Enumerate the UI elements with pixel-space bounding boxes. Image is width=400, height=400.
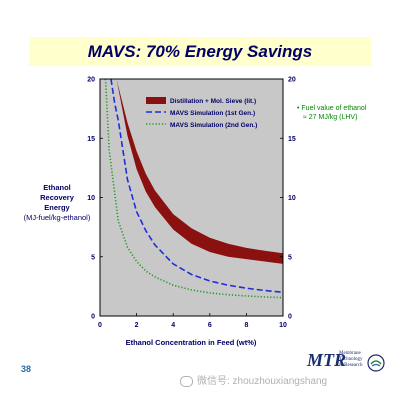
y-tick-label-right: 20 bbox=[288, 77, 296, 84]
watermark: 微信号: zhouzhouxiangshang bbox=[180, 372, 390, 387]
logo-sub-line-1: Membrane bbox=[339, 351, 361, 356]
y-tick-label-right: 5 bbox=[288, 254, 292, 261]
x-tick-label: 6 bbox=[208, 322, 212, 329]
side-note-line-1: • Fuel value of ethanol bbox=[297, 105, 367, 112]
logo-sub-line-2: Technology bbox=[339, 357, 363, 362]
title-banner bbox=[29, 37, 371, 66]
logo-mark: MTR bbox=[307, 350, 347, 370]
legend-label-distillation: Distillation + Mol. Sieve (lit.) bbox=[170, 98, 256, 105]
y-tick-label-right: 10 bbox=[288, 195, 296, 202]
x-tick-label: 4 bbox=[171, 322, 175, 329]
page-number: 38 bbox=[21, 364, 32, 374]
watermark-text: 微信号: zhouzhouxiangshang bbox=[197, 376, 328, 387]
x-tick-label: 8 bbox=[244, 322, 248, 329]
wechat-icon bbox=[180, 375, 193, 387]
y-axis-label-line-3: Energy bbox=[44, 203, 70, 212]
x-tick-label: 10 bbox=[279, 322, 287, 329]
slide-title: MAVS: 70% Energy Savings bbox=[87, 42, 313, 61]
series-mavs-gen2-line bbox=[104, 79, 283, 299]
legend-label-gen2: MAVS Simulation (2nd Gen.) bbox=[170, 122, 257, 129]
y-tick-label-left: 5 bbox=[91, 254, 95, 261]
logo-sub-line-3: & Research bbox=[339, 363, 363, 368]
y-tick-label-left: 20 bbox=[87, 77, 95, 84]
legend-label-gen1: MAVS Simulation (1st Gen.) bbox=[170, 110, 255, 117]
y-tick-label-right: 0 bbox=[288, 314, 292, 321]
epa-seal-icon bbox=[367, 354, 385, 372]
legend-swatch-distillation bbox=[146, 97, 166, 104]
mtr-logo: MTR Membrane Technology & Research bbox=[307, 350, 385, 376]
y-tick-label-right: 15 bbox=[288, 136, 296, 143]
x-tick-label: 2 bbox=[135, 322, 139, 329]
side-note: • Fuel value of ethanol ≈ 27 MJ/kg (LHV) bbox=[297, 104, 397, 122]
y-axis-label-line-2: Recovery bbox=[40, 193, 74, 202]
logo-subtitle: Membrane Technology & Research bbox=[339, 351, 369, 369]
y-axis-unit: (MJ-fuel/kg-ethanol) bbox=[23, 213, 91, 222]
series-mavs-gen1-line bbox=[110, 79, 283, 294]
y-tick-label-left: 10 bbox=[87, 195, 95, 202]
y-axis-label: Ethanol Recovery Energy (MJ-fuel/kg-etha… bbox=[18, 183, 96, 223]
y-tick-label-left: 0 bbox=[91, 314, 95, 321]
x-axis-label: Ethanol Concentration in Feed (wt%) bbox=[126, 338, 257, 347]
x-tick-label: 0 bbox=[98, 322, 102, 329]
y-axis-label-line-1: Ethanol bbox=[43, 183, 71, 192]
y-tick-label-left: 15 bbox=[87, 136, 95, 143]
side-note-line-2: ≈ 27 MJ/kg (LHV) bbox=[303, 114, 358, 121]
